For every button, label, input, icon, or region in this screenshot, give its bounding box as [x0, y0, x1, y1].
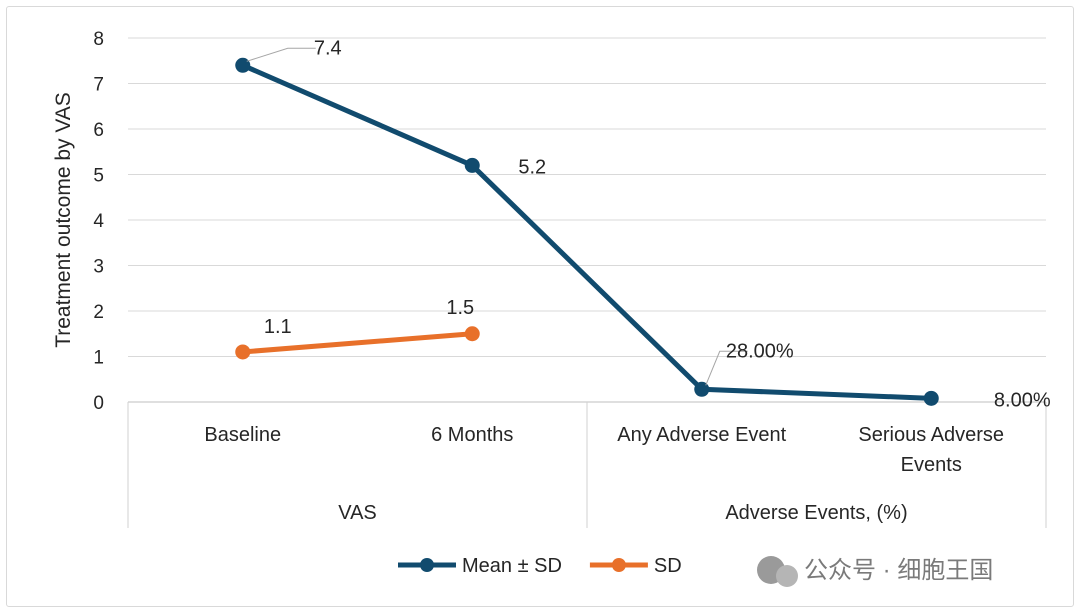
legend-swatch-marker — [611, 558, 626, 572]
x-group-label: Adverse Events, (%) — [725, 502, 907, 524]
y-tick-label: 2 — [93, 302, 104, 323]
legend-label: SD — [654, 555, 682, 577]
data-label: 1.5 — [446, 297, 474, 319]
x-group-label: VAS — [338, 502, 377, 524]
y-tick-label: 0 — [93, 393, 104, 414]
y-tick-label: 1 — [93, 348, 104, 369]
y-tick-label: 6 — [93, 120, 104, 141]
y-tick-label: 3 — [93, 257, 104, 278]
x-category-label: Any Adverse Event — [617, 424, 786, 446]
data-label: 7.4 — [314, 37, 342, 59]
y-tick-label: 5 — [93, 166, 104, 187]
x-category-label: Serious Adverse — [858, 424, 1004, 446]
legend-swatch-marker — [420, 558, 434, 572]
data-label: 1.1 — [264, 316, 292, 338]
y-tick-label: 4 — [93, 211, 104, 232]
data-label: 28.00% — [726, 340, 794, 362]
data-point — [464, 326, 480, 342]
data-label: 8.00% — [994, 389, 1051, 411]
data-point — [923, 390, 939, 406]
y-axis-title: Treatment outcome by VAS — [52, 92, 75, 348]
label-leader-line — [705, 350, 748, 386]
x-category-label: 6 Months — [431, 424, 513, 446]
data-point — [235, 57, 251, 73]
x-category-label: Events — [901, 454, 962, 476]
chart-frame — [6, 6, 1074, 607]
label-leader-line — [246, 47, 316, 62]
y-tick-label: 8 — [93, 29, 104, 50]
data-point — [235, 344, 251, 360]
data-point — [694, 381, 710, 397]
data-point — [464, 157, 480, 173]
x-category-label: Baseline — [204, 424, 281, 446]
data-label: 5.2 — [518, 156, 546, 178]
watermark-text: 公众号 · 细胞王国 — [804, 557, 993, 584]
watermark-logo-icon-secondary — [776, 565, 798, 587]
series-line — [242, 331, 473, 355]
series-line — [241, 63, 932, 401]
y-tick-label: 7 — [93, 75, 104, 96]
legend-label: Mean ± SD — [462, 555, 562, 577]
